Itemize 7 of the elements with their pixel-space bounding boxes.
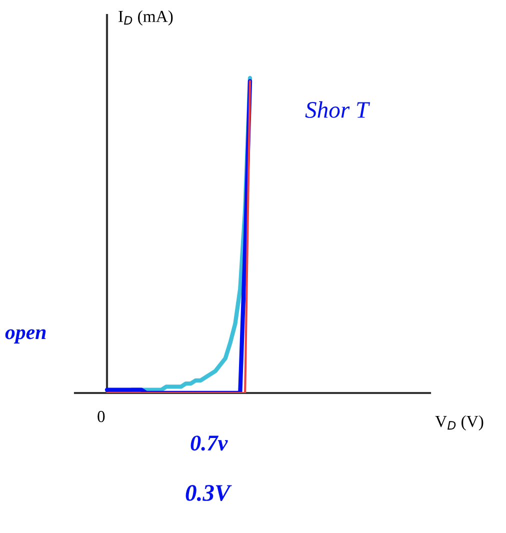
text: 0.7v [190,436,228,451]
text: V$_{D}$ (V) [435,415,484,430]
text: 0 [98,410,105,422]
text: 0.3V [186,484,232,502]
text: Shor T [305,101,370,118]
text: open [5,329,46,344]
y-axis-title: I$_{D}$ (mA) [118,10,173,26]
